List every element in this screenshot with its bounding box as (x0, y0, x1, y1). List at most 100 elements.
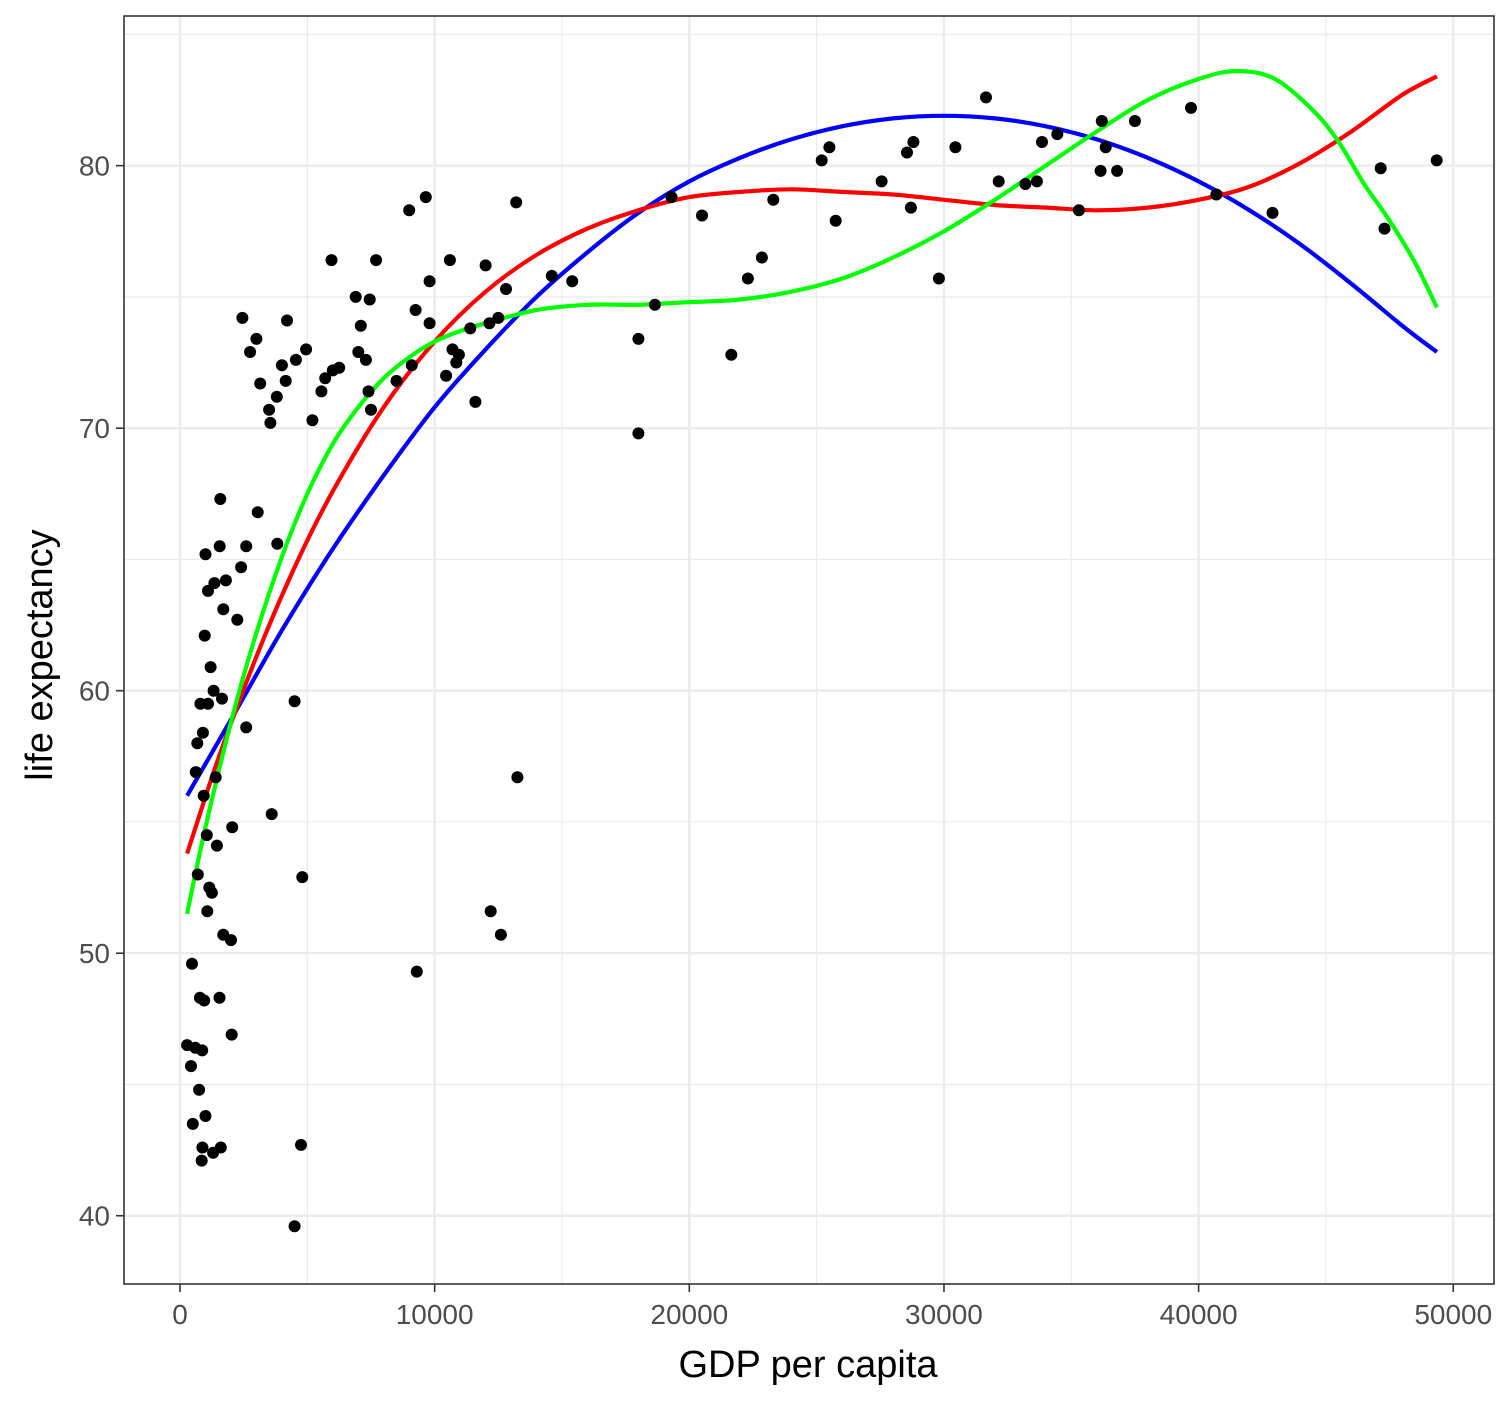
data-point (189, 766, 202, 779)
x-tick-label: 10000 (396, 1299, 474, 1330)
data-point (511, 771, 524, 784)
data-point (240, 540, 253, 553)
data-point (271, 537, 284, 550)
data-point (1095, 115, 1108, 127)
data-point (199, 548, 212, 561)
data-point (196, 726, 209, 739)
data-point (479, 259, 492, 272)
data-point (1430, 154, 1443, 167)
data-point (500, 283, 512, 295)
data-point (254, 377, 267, 390)
data-point (665, 191, 678, 204)
data-point (195, 1154, 208, 1167)
data-point (231, 613, 244, 626)
green-fit-line (185, 69, 1439, 915)
data-point (696, 209, 708, 222)
x-axis: 0 10000 20000 30000 40000 50000 (172, 1284, 1492, 1330)
data-point (204, 661, 217, 674)
data-point (566, 275, 579, 288)
data-point (483, 317, 496, 330)
data-point (494, 928, 507, 941)
data-point (904, 201, 917, 214)
data-point (352, 346, 365, 358)
data-point (875, 175, 888, 188)
x-tick-label: 0 (172, 1299, 188, 1330)
data-point (300, 343, 313, 356)
data-point (492, 311, 505, 324)
data-point (333, 361, 346, 374)
data-point (196, 1141, 209, 1154)
data-point (250, 332, 263, 345)
data-point (362, 385, 375, 398)
y-axis-title: life expectancy (19, 529, 61, 780)
data-point (295, 1138, 307, 1151)
data-point (205, 886, 218, 899)
x-tick-label: 50000 (1414, 1299, 1492, 1330)
data-point (725, 348, 738, 361)
data-point (209, 771, 222, 784)
data-point (1266, 206, 1279, 219)
data-point (1374, 162, 1387, 175)
data-point (236, 311, 249, 324)
data-point (992, 175, 1005, 188)
data-point (186, 957, 198, 970)
data-point (191, 868, 204, 881)
data-point (901, 146, 913, 159)
data-point (251, 506, 264, 519)
data-point (201, 905, 214, 918)
data-point (198, 629, 211, 642)
data-point (210, 839, 223, 852)
data-point (193, 1083, 206, 1096)
data-point (196, 1044, 209, 1057)
data-point (306, 414, 319, 427)
blue-fit-line (185, 113, 1439, 797)
data-point (186, 1117, 199, 1130)
data-point (191, 737, 204, 750)
data-point (319, 372, 332, 385)
data-point (275, 359, 288, 372)
data-point (363, 293, 376, 306)
y-tick-label: 60 (79, 676, 110, 707)
data-point (419, 191, 432, 204)
data-point (815, 154, 828, 167)
data-point (1094, 164, 1107, 177)
data-point (365, 403, 377, 416)
data-point (443, 254, 456, 267)
data-point (1378, 222, 1391, 235)
data-point (325, 254, 338, 267)
y-tick-label: 40 (79, 1201, 110, 1232)
data-point (1185, 101, 1197, 114)
data-point (423, 275, 436, 288)
data-point (244, 346, 257, 358)
data-point (510, 196, 523, 209)
data-point (484, 905, 497, 918)
data-point (949, 141, 962, 154)
x-tick-label: 30000 (905, 1299, 983, 1330)
data-point (1036, 136, 1048, 148)
data-point (265, 808, 278, 821)
data-point (1099, 141, 1112, 154)
data-point (359, 353, 372, 366)
data-point (545, 269, 558, 282)
data-point (199, 1110, 212, 1122)
data-point (440, 369, 453, 382)
data-point (464, 322, 477, 335)
data-point (932, 272, 945, 285)
data-point (823, 141, 836, 154)
data-point (213, 540, 226, 553)
data-point (263, 403, 276, 416)
y-tick-label: 50 (79, 938, 110, 969)
data-point (225, 1028, 238, 1041)
data-point (315, 385, 328, 398)
data-point (197, 789, 210, 802)
data-point (1072, 204, 1085, 217)
panel-border (123, 15, 1495, 1285)
data-point (207, 684, 220, 697)
data-point (1019, 178, 1032, 190)
y-tick-label: 80 (79, 151, 110, 182)
data-point (288, 695, 301, 708)
data-point (281, 314, 293, 327)
data-point (217, 603, 230, 616)
data-point (907, 136, 920, 148)
